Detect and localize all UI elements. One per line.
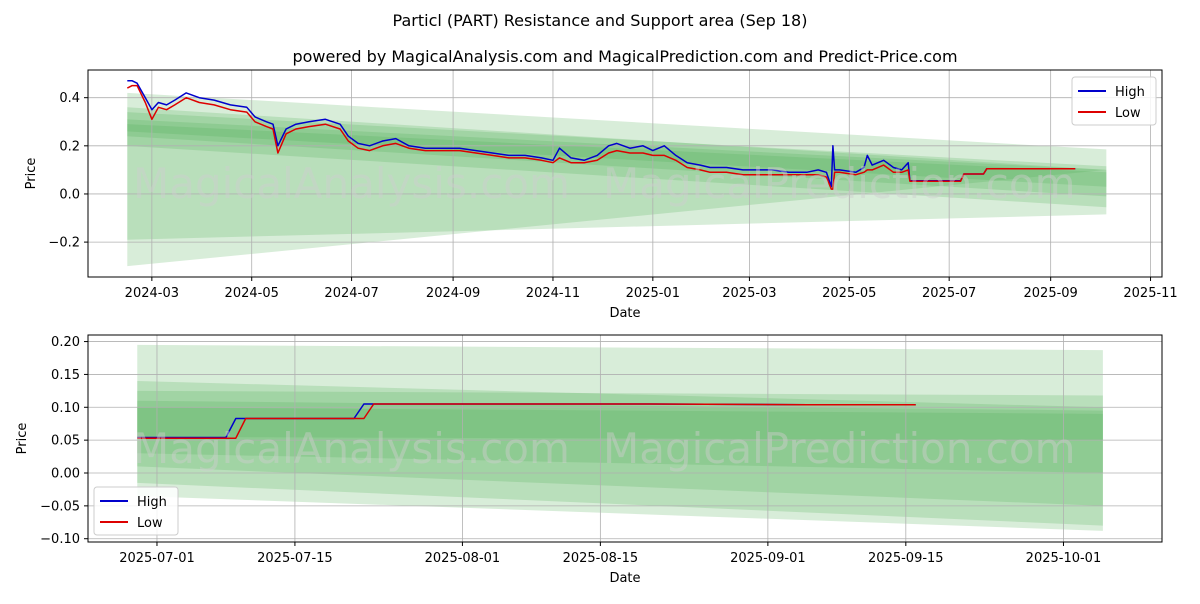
watermark-text: MagicalPrediction.com [603, 424, 1076, 473]
y-tick-label: 0.2 [59, 139, 80, 154]
series-line-low [126, 84, 1076, 190]
x-tick-label: 2025-07 [922, 286, 976, 301]
legend-label: High [1115, 85, 1145, 100]
chart-panel-2: MagicalAnalysis.com MagicalPrediction.com… [15, 334, 1163, 586]
x-tick-label: 2025-11 [1123, 286, 1177, 301]
x-tick-label: 2025-01 [626, 286, 680, 301]
x-tick-label: 2024-11 [526, 286, 580, 301]
watermark-text: MagicalAnalysis.com [133, 424, 570, 473]
x-tick-label: 2025-09-15 [868, 551, 944, 566]
x-axis-label: Date [609, 306, 640, 321]
y-tick-label: 0.20 [51, 335, 80, 350]
x-tick-label: 2025-09-01 [730, 551, 806, 566]
y-tick-label: 0.05 [51, 434, 80, 449]
chart-legend: High Low [1071, 76, 1157, 126]
y-tick-label: 0.0 [59, 187, 80, 202]
x-tick-label: 2025-05 [822, 286, 876, 301]
watermark-text: MagicalAnalysis.com [133, 159, 570, 208]
legend-label: Low [137, 516, 163, 531]
y-axis-label: Price [24, 158, 39, 190]
resistance-support-band [137, 344, 1103, 531]
x-tick-label: 2024-07 [324, 286, 378, 301]
resistance-support-band [127, 124, 1107, 187]
plot-frame [87, 334, 1163, 543]
chart-title: Particl (PART) Resistance and Support ar… [393, 11, 808, 30]
x-tick-label: 2024-03 [125, 286, 179, 301]
x-tick-label: 2025-07-15 [257, 551, 333, 566]
legend-label: High [137, 495, 167, 510]
x-tick-label: 2025-09 [1024, 286, 1078, 301]
x-tick-label: 2024-09 [426, 286, 480, 301]
y-tick-label: 0.4 [59, 91, 80, 106]
chart-panel-1: MagicalAnalysis.com MagicalPrediction.com… [24, 69, 1178, 321]
x-tick-label: 2025-07-01 [119, 551, 195, 566]
resistance-support-band [137, 381, 1103, 526]
resistance-support-band [127, 119, 1107, 197]
resistance-support-band [137, 400, 1103, 473]
chart-subtitle: powered by MagicalAnalysis.com and Magic… [292, 47, 957, 66]
x-axis-label: Date [609, 571, 640, 586]
x-tick-label: 2025-08-15 [563, 551, 639, 566]
y-axis-label: Price [15, 423, 30, 455]
series-line-low [137, 403, 916, 439]
x-tick-label: 2025-08-01 [425, 551, 501, 566]
resistance-support-band [127, 112, 1107, 208]
resistance-support-band [137, 390, 1103, 506]
resistance-support-band [137, 407, 1103, 441]
resistance-support-band [127, 107, 1107, 240]
resistance-support-band [127, 92, 1107, 267]
y-tick-label: −0.10 [40, 532, 80, 547]
chart-legend: High Low [93, 486, 179, 536]
y-tick-label: 0.15 [51, 368, 80, 383]
legend-label: Low [1115, 106, 1141, 121]
y-tick-label: −0.05 [40, 499, 80, 514]
y-tick-label: −0.2 [48, 236, 80, 251]
series-line-high [127, 80, 1076, 188]
x-tick-label: 2024-05 [225, 286, 279, 301]
watermark-text: MagicalPrediction.com [603, 159, 1076, 208]
y-tick-label: 0.00 [51, 467, 80, 482]
plot-frame [87, 69, 1163, 278]
y-tick-label: 0.10 [51, 401, 80, 416]
x-tick-label: 2025-03 [722, 286, 776, 301]
x-tick-label: 2025-10-01 [1026, 551, 1102, 566]
